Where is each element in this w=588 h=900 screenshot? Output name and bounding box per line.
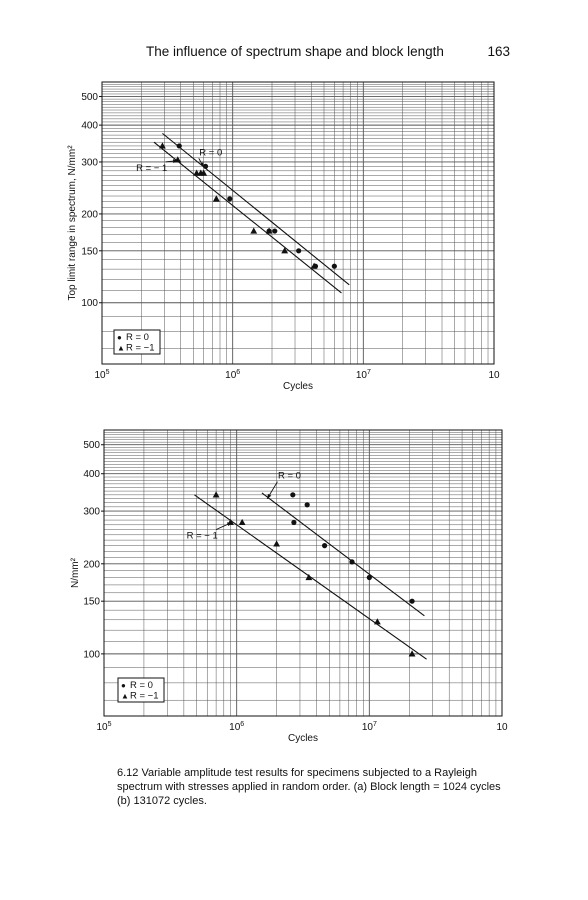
arrow-head [199,162,204,168]
data-point-triangle [310,262,318,269]
data-point-triangle [305,573,313,581]
data-point-circle [227,196,233,202]
data-point-triangle [200,169,208,176]
x-axis-title: Cycles [283,381,313,392]
fit-line [261,492,425,617]
data-point-triangle [408,650,416,657]
annotation-label: R = 0 [278,471,301,482]
annotation-label: R = − 1 [187,530,218,541]
data-point-triangle [250,227,258,234]
data-point-circle [321,543,328,549]
legend-label: R = 0 [130,680,153,691]
plot-frame [101,81,495,365]
legend-box [117,677,165,703]
legend: ● R = 0▲ R = −1 [113,329,161,355]
data-point-circle [409,598,415,604]
x-tick-label: 105 [94,369,109,381]
legend-symbol: ● [121,681,126,690]
y-tick-label: 300 [83,507,100,518]
data-point-triangle [238,518,246,526]
arrow-head [172,159,178,164]
chart-panel-b: 100 150 200 300 400 500 105 106 107 10 Cycles N/mm²… [70,429,508,744]
y-tick-label: 150 [81,246,98,257]
figure-caption: 6.12 Variable amplitude test results for… [117,767,501,807]
legend-label: R = 0 [126,332,149,343]
x-tick-label: 10 [488,370,500,381]
y-tick-label: 200 [81,209,98,220]
y-tick-label: 400 [81,121,98,132]
x-tick-label: 107 [362,721,377,733]
data-point-circle [202,163,209,169]
x-tick-label: 106 [225,369,240,381]
data-point-triangle [281,247,289,254]
page-number: 163 [487,44,510,59]
running-header-title: The influence of spectrum shape and bloc… [146,44,444,59]
data-point-circle [331,263,337,269]
legend-box [113,329,161,355]
fit-line [153,141,342,294]
annotation-label: R = 0 [199,147,222,158]
legend-symbol: ● [117,333,122,342]
y-tick-label: 150 [83,597,100,608]
data-point-triangle [273,540,281,547]
data-point-circle [304,502,310,508]
data-point-circle [272,228,278,234]
annotation-label: R = − 1 [136,163,167,174]
data-point-circle [291,519,297,526]
legend-symbol: ▲ [121,692,129,701]
fit-line [162,132,350,286]
plot-frame [103,429,503,717]
data-point-triangle [212,195,220,202]
y-tick-label: 500 [83,440,100,451]
chart-panel-a: 100 150 200 300 400 500 105 106 107 10 Cycles Top l… [67,81,500,392]
x-tick-label: 106 [229,721,244,733]
data-point-circle [296,248,302,254]
x-axis-title: Cycles [288,733,318,744]
data-point-triangle [373,618,381,625]
data-point-circle [366,574,372,581]
y-tick-label: 100 [81,298,98,309]
data-point-triangle [212,491,220,498]
data-point-circle [176,143,182,149]
x-tick-label: 10 [496,722,508,733]
legend-label: R = −1 [130,691,159,702]
legend-label: R = −1 [126,343,155,354]
data-point-triangle [265,227,273,234]
y-tick-label: 500 [81,92,98,103]
figure-charts: 100 150 200 300 400 500 105 106 107 10 Cycles Top l… [67,81,508,744]
legend-symbol: ▲ [117,344,125,353]
y-tick-label: 100 [83,649,100,660]
arrow-head [267,493,272,499]
running-header: The influence of spectrum shape and bloc… [146,44,510,64]
y-axis-title: Top limit range in spectrum, N/mm² [67,145,78,301]
legend: ● R = 0▲ R = −1 [117,677,165,703]
data-point-triangle [159,142,166,149]
y-axis-title: N/mm² [70,557,81,588]
y-tick-label: 200 [83,559,100,570]
arrow-head [226,522,232,527]
x-tick-label: 107 [356,369,371,381]
data-point-circle [290,492,296,498]
data-point-circle [349,559,355,565]
y-tick-label: 300 [81,157,98,168]
y-tick-label: 400 [83,469,100,480]
x-tick-label: 105 [96,721,111,733]
